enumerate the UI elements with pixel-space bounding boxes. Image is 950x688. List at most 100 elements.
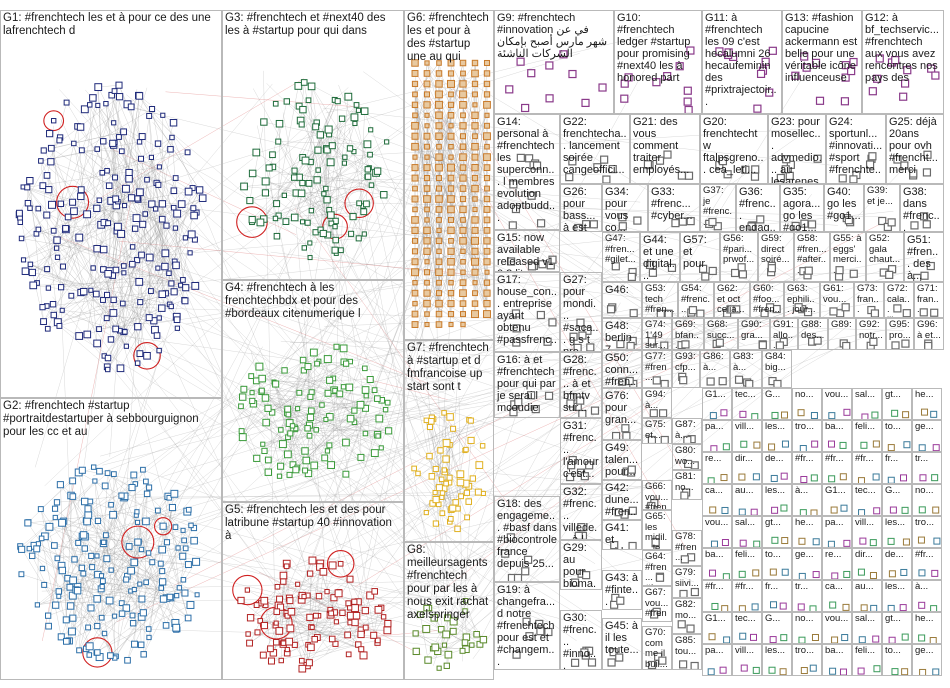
vertex-node[interactable] xyxy=(351,604,359,613)
vertex-node[interactable] xyxy=(684,105,693,114)
vertex-node[interactable] xyxy=(427,418,435,425)
vertex-node[interactable] xyxy=(804,266,813,275)
group-panel-g30[interactable]: G30: #frenc... #inno... #start... xyxy=(560,610,602,670)
vertex-node[interactable] xyxy=(772,304,781,314)
vertex-node[interactable] xyxy=(137,581,143,587)
vertex-node[interactable] xyxy=(516,153,525,162)
vertex-node[interactable] xyxy=(798,537,806,545)
group-panel-g44[interactable]: G44: et une digital... xyxy=(640,232,680,282)
vertex-node[interactable] xyxy=(797,409,805,417)
vertex-node[interactable] xyxy=(93,244,101,253)
vertex-node[interactable] xyxy=(873,507,881,515)
vertex-node[interactable] xyxy=(423,175,431,182)
vertex-node[interactable] xyxy=(66,583,74,591)
vertex-node[interactable] xyxy=(627,272,636,281)
vertex-node[interactable] xyxy=(509,180,518,189)
vertex-node[interactable] xyxy=(92,290,100,298)
vertex-node[interactable] xyxy=(447,310,455,318)
vertex-node[interactable] xyxy=(261,394,270,402)
vertex-node[interactable] xyxy=(462,598,469,604)
group-panel-g58[interactable]: G58: #fren... #after... xyxy=(794,232,830,282)
vertex-node[interactable] xyxy=(868,152,877,161)
vertex-node[interactable] xyxy=(930,605,938,612)
vertex-node[interactable] xyxy=(99,578,106,584)
vertex-node[interactable] xyxy=(438,476,445,483)
vertex-node[interactable] xyxy=(412,206,418,213)
vertex-node[interactable] xyxy=(900,79,910,88)
vertex-node[interactable] xyxy=(568,69,577,79)
group-panel-g28[interactable]: G28: #frenc... à et bfmtv sur... xyxy=(560,352,602,418)
vertex-node[interactable] xyxy=(53,245,60,251)
vertex-node[interactable] xyxy=(431,643,440,652)
vertex-node[interactable] xyxy=(309,624,315,630)
vertex-node[interactable] xyxy=(917,536,925,544)
vertex-node[interactable] xyxy=(841,303,850,312)
vertex-node[interactable] xyxy=(723,636,731,643)
vertex-node[interactable] xyxy=(331,246,339,254)
vertex-node[interactable] xyxy=(721,539,729,547)
vertex-node[interactable] xyxy=(112,266,120,274)
vertex-node[interactable] xyxy=(411,216,419,224)
vertex-node[interactable] xyxy=(104,167,110,174)
vertex-node[interactable] xyxy=(812,571,820,579)
vertex-node[interactable] xyxy=(753,104,762,113)
vertex-node[interactable] xyxy=(448,91,454,98)
vertex-node[interactable] xyxy=(647,660,657,669)
vertex-node[interactable] xyxy=(134,323,142,331)
vertex-node[interactable] xyxy=(527,191,536,200)
vertex-node[interactable] xyxy=(50,311,57,319)
group-panel-g39[interactable]: G39: et je... xyxy=(864,184,900,232)
vertex-node[interactable] xyxy=(163,222,170,229)
vertex-node[interactable] xyxy=(45,186,53,194)
vertex-node[interactable] xyxy=(459,205,467,214)
vertex-node[interactable] xyxy=(315,167,321,173)
vertex-node[interactable] xyxy=(327,211,335,219)
vertex-node[interactable] xyxy=(136,139,143,145)
group-panel-g49[interactable]: G49: talen... pour... xyxy=(602,440,642,480)
vertex-node[interactable] xyxy=(578,331,587,340)
vertex-node[interactable] xyxy=(249,390,255,396)
vertex-node[interactable] xyxy=(565,173,574,182)
vertex-node[interactable] xyxy=(426,423,433,431)
vertex-node[interactable] xyxy=(931,474,939,482)
vertex-node[interactable] xyxy=(770,474,778,482)
vertex-node[interactable] xyxy=(307,255,313,261)
vertex-node[interactable] xyxy=(324,589,330,595)
vertex-node[interactable] xyxy=(62,616,70,624)
vertex-node[interactable] xyxy=(444,650,453,659)
micro-group-panel[interactable]: tec... xyxy=(732,388,762,420)
vertex-node[interactable] xyxy=(285,637,294,646)
vertex-node[interactable] xyxy=(424,279,430,286)
vertex-node[interactable] xyxy=(811,440,819,448)
vertex-node[interactable] xyxy=(891,341,900,349)
vertex-node[interactable] xyxy=(324,389,332,397)
vertex-node[interactable] xyxy=(135,278,144,286)
vertex-node[interactable] xyxy=(86,652,93,658)
vertex-node[interactable] xyxy=(740,664,748,672)
vertex-node[interactable] xyxy=(576,396,585,405)
vertex-node[interactable] xyxy=(475,461,484,469)
vertex-node[interactable] xyxy=(344,631,351,639)
micro-group-panel[interactable]: re... xyxy=(822,548,852,580)
micro-group-panel[interactable]: feli... xyxy=(852,644,882,676)
vertex-node[interactable] xyxy=(581,98,590,108)
vertex-node[interactable] xyxy=(738,270,747,279)
vertex-node[interactable] xyxy=(870,604,878,611)
vertex-node[interactable] xyxy=(839,473,847,481)
group-panel-g27[interactable]: G27: pour mondi... #saca... g s t pre... xyxy=(560,272,602,352)
vertex-node[interactable] xyxy=(68,627,76,636)
vertex-node[interactable] xyxy=(355,107,362,113)
vertex-node[interactable] xyxy=(356,400,365,409)
vertex-node[interactable] xyxy=(105,182,113,190)
vertex-node[interactable] xyxy=(258,374,266,383)
vertex-node[interactable] xyxy=(129,260,136,268)
vertex-node[interactable] xyxy=(684,459,693,469)
vertex-node[interactable] xyxy=(469,475,476,482)
vertex-node[interactable] xyxy=(274,583,281,590)
vertex-node[interactable] xyxy=(737,263,746,272)
micro-group-panel[interactable]: G1... xyxy=(822,484,852,516)
vertex-node[interactable] xyxy=(711,602,719,610)
vertex-node[interactable] xyxy=(246,614,255,622)
vertex-node[interactable] xyxy=(432,520,440,527)
vertex-node[interactable] xyxy=(282,218,290,225)
